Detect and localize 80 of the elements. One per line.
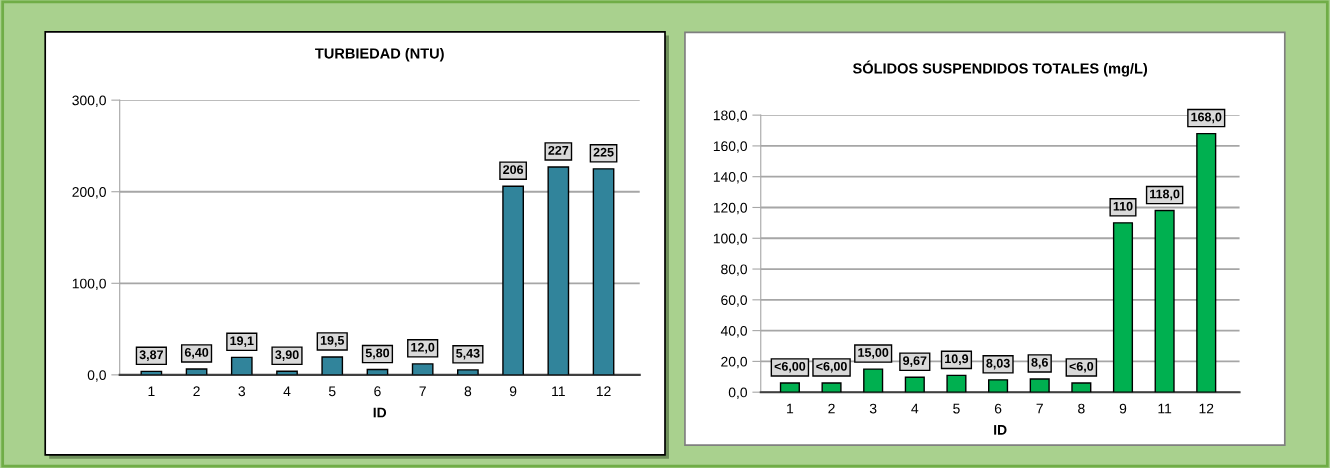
- data-label: 206: [503, 165, 524, 175]
- x-tick-label: 6: [374, 386, 381, 397]
- y-tick-label: 0,0: [728, 387, 748, 399]
- x-tick-label: 2: [828, 403, 835, 414]
- x-tick-label: 8: [464, 386, 472, 397]
- bar: [988, 379, 1009, 393]
- bar: [863, 368, 884, 393]
- data-label: <6,0: [1069, 361, 1094, 373]
- data-label: 6,40: [184, 347, 209, 359]
- x-tick-label: 9: [1119, 403, 1127, 414]
- chart-title: SÓLIDOS SUSPENDIDOS TOTALES (mg/L): [852, 60, 1148, 77]
- x-tick-label: 12: [596, 386, 611, 397]
- x-tick-label: 1: [148, 386, 155, 397]
- x-axis-title: ID: [373, 407, 387, 418]
- x-tick-label: 3: [869, 403, 877, 414]
- data-label: 9,67: [903, 356, 927, 367]
- bar: [1196, 132, 1217, 393]
- y-tick-label: 180,0: [713, 110, 748, 122]
- data-label: 5,43: [456, 348, 480, 360]
- x-tick-label: 5: [953, 403, 960, 414]
- data-label: 15,00: [858, 348, 889, 359]
- bar: [502, 185, 524, 375]
- x-tick-label: 9: [509, 386, 517, 397]
- y-tick-label: 0,0: [87, 370, 106, 382]
- x-axis-title: ID: [994, 425, 1007, 435]
- data-label: 8,6: [1031, 357, 1048, 369]
- bar: [1071, 382, 1092, 393]
- x-tick-label: 5: [328, 386, 336, 397]
- bar: [592, 168, 615, 375]
- x-tick-label: 12: [1199, 403, 1214, 414]
- x-tick-label: 11: [552, 386, 565, 397]
- y-tick-label: 40,0: [720, 325, 748, 338]
- y-tick-label: 120,0: [713, 202, 748, 215]
- data-label: 12,0: [411, 342, 435, 354]
- bar: [779, 382, 800, 393]
- bar: [1112, 222, 1134, 393]
- y-tick-label: 80,0: [721, 264, 748, 276]
- bar: [547, 166, 570, 375]
- data-label: 3,87: [139, 350, 163, 361]
- data-label: 118,0: [1150, 189, 1180, 201]
- data-label: 110: [1113, 201, 1133, 211]
- data-label: <6,00: [774, 361, 806, 373]
- x-tick-label: 3: [238, 386, 246, 397]
- x-tick-label: 4: [283, 386, 291, 397]
- y-tick-label: 60,0: [721, 295, 748, 307]
- y-tick-label: 100,0: [72, 278, 106, 291]
- x-tick-label: 11: [1158, 403, 1172, 414]
- y-tick-label: 140,0: [713, 172, 748, 184]
- x-tick-label: 7: [419, 386, 426, 397]
- bar: [411, 363, 434, 375]
- chart-title: TURBIEDAD (NTU): [315, 47, 444, 62]
- x-tick-label: 7: [1036, 403, 1043, 414]
- data-label: 3,90: [275, 350, 299, 361]
- bar: [230, 356, 253, 375]
- data-label: 168,0: [1191, 112, 1222, 124]
- y-tick-label: 20,0: [721, 356, 748, 369]
- bar: [457, 369, 479, 375]
- y-tick-label: 200,0: [72, 187, 106, 199]
- data-label: 19,5: [320, 335, 345, 347]
- bar: [321, 356, 344, 375]
- x-tick-label: 4: [911, 403, 919, 414]
- y-tick-label: 160,0: [713, 141, 748, 153]
- data-label: 8,03: [986, 358, 1010, 370]
- bar: [1154, 209, 1175, 393]
- x-tick-label: 8: [1078, 403, 1085, 414]
- data-label: 5,80: [365, 348, 390, 360]
- data-label: 227: [548, 145, 569, 155]
- bar: [1029, 378, 1050, 393]
- y-tick-label: 100,0: [713, 233, 748, 246]
- y-tick-label: 300,0: [72, 95, 106, 107]
- x-tick-label: 1: [787, 403, 794, 414]
- data-label: 225: [593, 147, 614, 157]
- bar: [821, 382, 842, 393]
- bar: [946, 374, 967, 393]
- data-label: 19,1: [230, 336, 254, 347]
- data-label: <6,00: [816, 361, 847, 373]
- x-tick-label: 2: [193, 386, 200, 397]
- bar: [904, 376, 925, 393]
- x-tick-label: 6: [994, 403, 1002, 414]
- data-label: 10,9: [945, 354, 969, 366]
